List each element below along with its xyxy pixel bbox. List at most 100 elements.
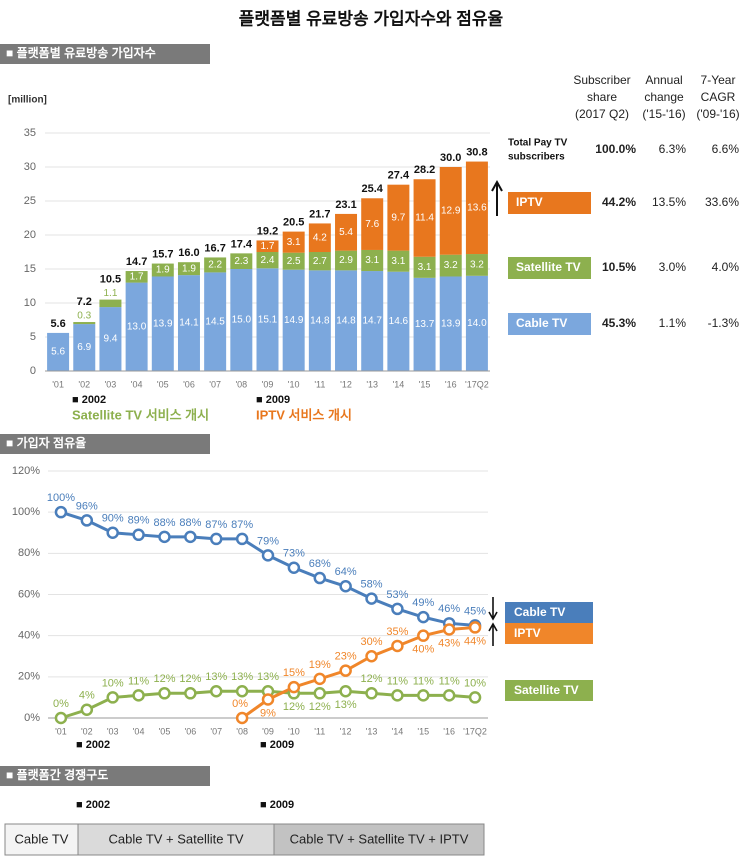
x-tick-label: '06 xyxy=(184,726,196,736)
bar-total-label: 16.7 xyxy=(204,242,225,254)
x-tick-label: '14 xyxy=(393,379,405,389)
point-label: 12% xyxy=(153,673,175,685)
y-tick-label: 40% xyxy=(18,630,40,642)
line-point xyxy=(132,528,145,542)
point-label: 88% xyxy=(179,517,201,529)
section-header: ■ 플랫폼간 경쟁구도 xyxy=(6,767,108,782)
bar-segment xyxy=(413,179,436,257)
point-label: 11% xyxy=(439,675,460,687)
line-point xyxy=(235,711,249,725)
x-tick-label: '03 xyxy=(107,726,119,736)
bar-segment xyxy=(465,161,488,255)
bar-segment xyxy=(256,252,279,269)
table-cell: 100.0% xyxy=(595,142,636,156)
line-point xyxy=(313,672,327,686)
line-point xyxy=(261,693,275,706)
x-tick-label: '10 xyxy=(288,726,300,736)
table-cell: 13.5% xyxy=(652,195,686,209)
point-label: 13% xyxy=(231,671,253,683)
table-header: (2017 Q2) xyxy=(575,107,629,121)
bar-segment xyxy=(413,256,436,278)
point-label: 10% xyxy=(464,677,486,689)
x-tick-label: '12 xyxy=(340,726,352,736)
line-point xyxy=(442,623,456,636)
line-point xyxy=(54,505,68,519)
line-point xyxy=(184,530,197,544)
table-cell: 45.3% xyxy=(602,316,636,330)
point-label: 12% xyxy=(361,673,383,685)
timeline-stage xyxy=(4,823,79,856)
x-tick-label: '16 xyxy=(445,379,457,389)
bar-value-label: 14.1 xyxy=(179,318,199,329)
x-tick-label: '15 xyxy=(417,726,429,736)
x-tick-label: '13 xyxy=(366,379,378,389)
y-tick-label: 5 xyxy=(30,331,36,343)
bar-value-label: 14.7 xyxy=(362,316,382,327)
line-point xyxy=(391,689,404,702)
bar-segment xyxy=(125,271,148,283)
legend-box xyxy=(508,313,591,335)
line-point xyxy=(54,711,68,725)
bar-total-label: 25.4 xyxy=(361,183,383,195)
bar-value-label: 14.9 xyxy=(284,315,304,326)
legend-label: Cable TV xyxy=(516,316,567,330)
bar-value-label: 2.7 xyxy=(313,256,327,267)
x-tick-label: '08 xyxy=(236,726,248,736)
point-label: 0% xyxy=(53,698,69,710)
point-label: 44% xyxy=(464,635,486,647)
line-point xyxy=(209,684,223,698)
legend-label: Cable TV xyxy=(514,605,565,619)
point-label: 68% xyxy=(309,558,331,570)
bar-segment xyxy=(73,324,96,371)
bar-value-label: 2.5 xyxy=(287,256,301,267)
x-tick-label: '07 xyxy=(210,726,222,736)
bar-segment xyxy=(256,240,279,252)
line-point xyxy=(261,549,275,562)
annotation-note: IPTV 서비스 개시 xyxy=(256,407,352,422)
point-label: 49% xyxy=(412,597,434,609)
x-tick-label: '12 xyxy=(340,379,352,389)
bar-segment xyxy=(282,269,305,371)
point-label: 12% xyxy=(179,673,201,685)
point-label: 73% xyxy=(283,548,305,560)
bar-segment xyxy=(335,250,358,271)
point-label: 64% xyxy=(335,566,357,578)
timeline-marker: ■ 2002 xyxy=(76,799,110,811)
row-label: subscribers xyxy=(508,152,565,163)
line-point xyxy=(235,684,249,698)
section-header: ■ 플랫폼별 유료방송 가입자수 xyxy=(6,45,156,60)
line-point xyxy=(417,629,430,642)
bar-segment xyxy=(465,254,488,276)
annotation: ■ 2002 xyxy=(72,394,106,406)
table-header: ('15-'16) xyxy=(642,107,685,121)
point-label: 46% xyxy=(438,603,460,615)
section-header: ■ 가입자 점유율 xyxy=(6,435,86,450)
line-point xyxy=(235,532,249,546)
bar-segment xyxy=(47,332,70,371)
bar-value-label: 2.9 xyxy=(339,255,353,266)
bar-total-label: 15.7 xyxy=(152,248,173,260)
y-axis-label: [million] xyxy=(8,95,47,106)
bar-segment xyxy=(308,223,331,252)
table-cell: 10.5% xyxy=(602,260,636,274)
table-cell: 33.6% xyxy=(705,195,739,209)
table-header: Annual xyxy=(645,73,682,87)
line-point xyxy=(313,687,327,700)
bar-value-label: 12.9 xyxy=(441,206,461,217)
bar-segment xyxy=(256,268,279,371)
x-tick-label: '17Q2 xyxy=(465,379,489,389)
legend-box xyxy=(508,257,591,279)
table-header: share xyxy=(587,90,617,104)
bar-total-label: 19.2 xyxy=(257,225,278,237)
bar-segment xyxy=(361,271,384,371)
bar-segment xyxy=(439,167,462,255)
point-label: 19% xyxy=(309,659,331,671)
bar-value-label: 13.9 xyxy=(153,318,173,329)
arrow-up xyxy=(488,622,498,646)
point-label: 89% xyxy=(128,515,150,527)
x-tick-label: '09 xyxy=(262,726,274,736)
bar-value-label: 1.7 xyxy=(130,271,144,282)
bar-segment xyxy=(308,270,331,371)
line-point xyxy=(417,610,430,624)
point-label: 79% xyxy=(257,535,279,547)
